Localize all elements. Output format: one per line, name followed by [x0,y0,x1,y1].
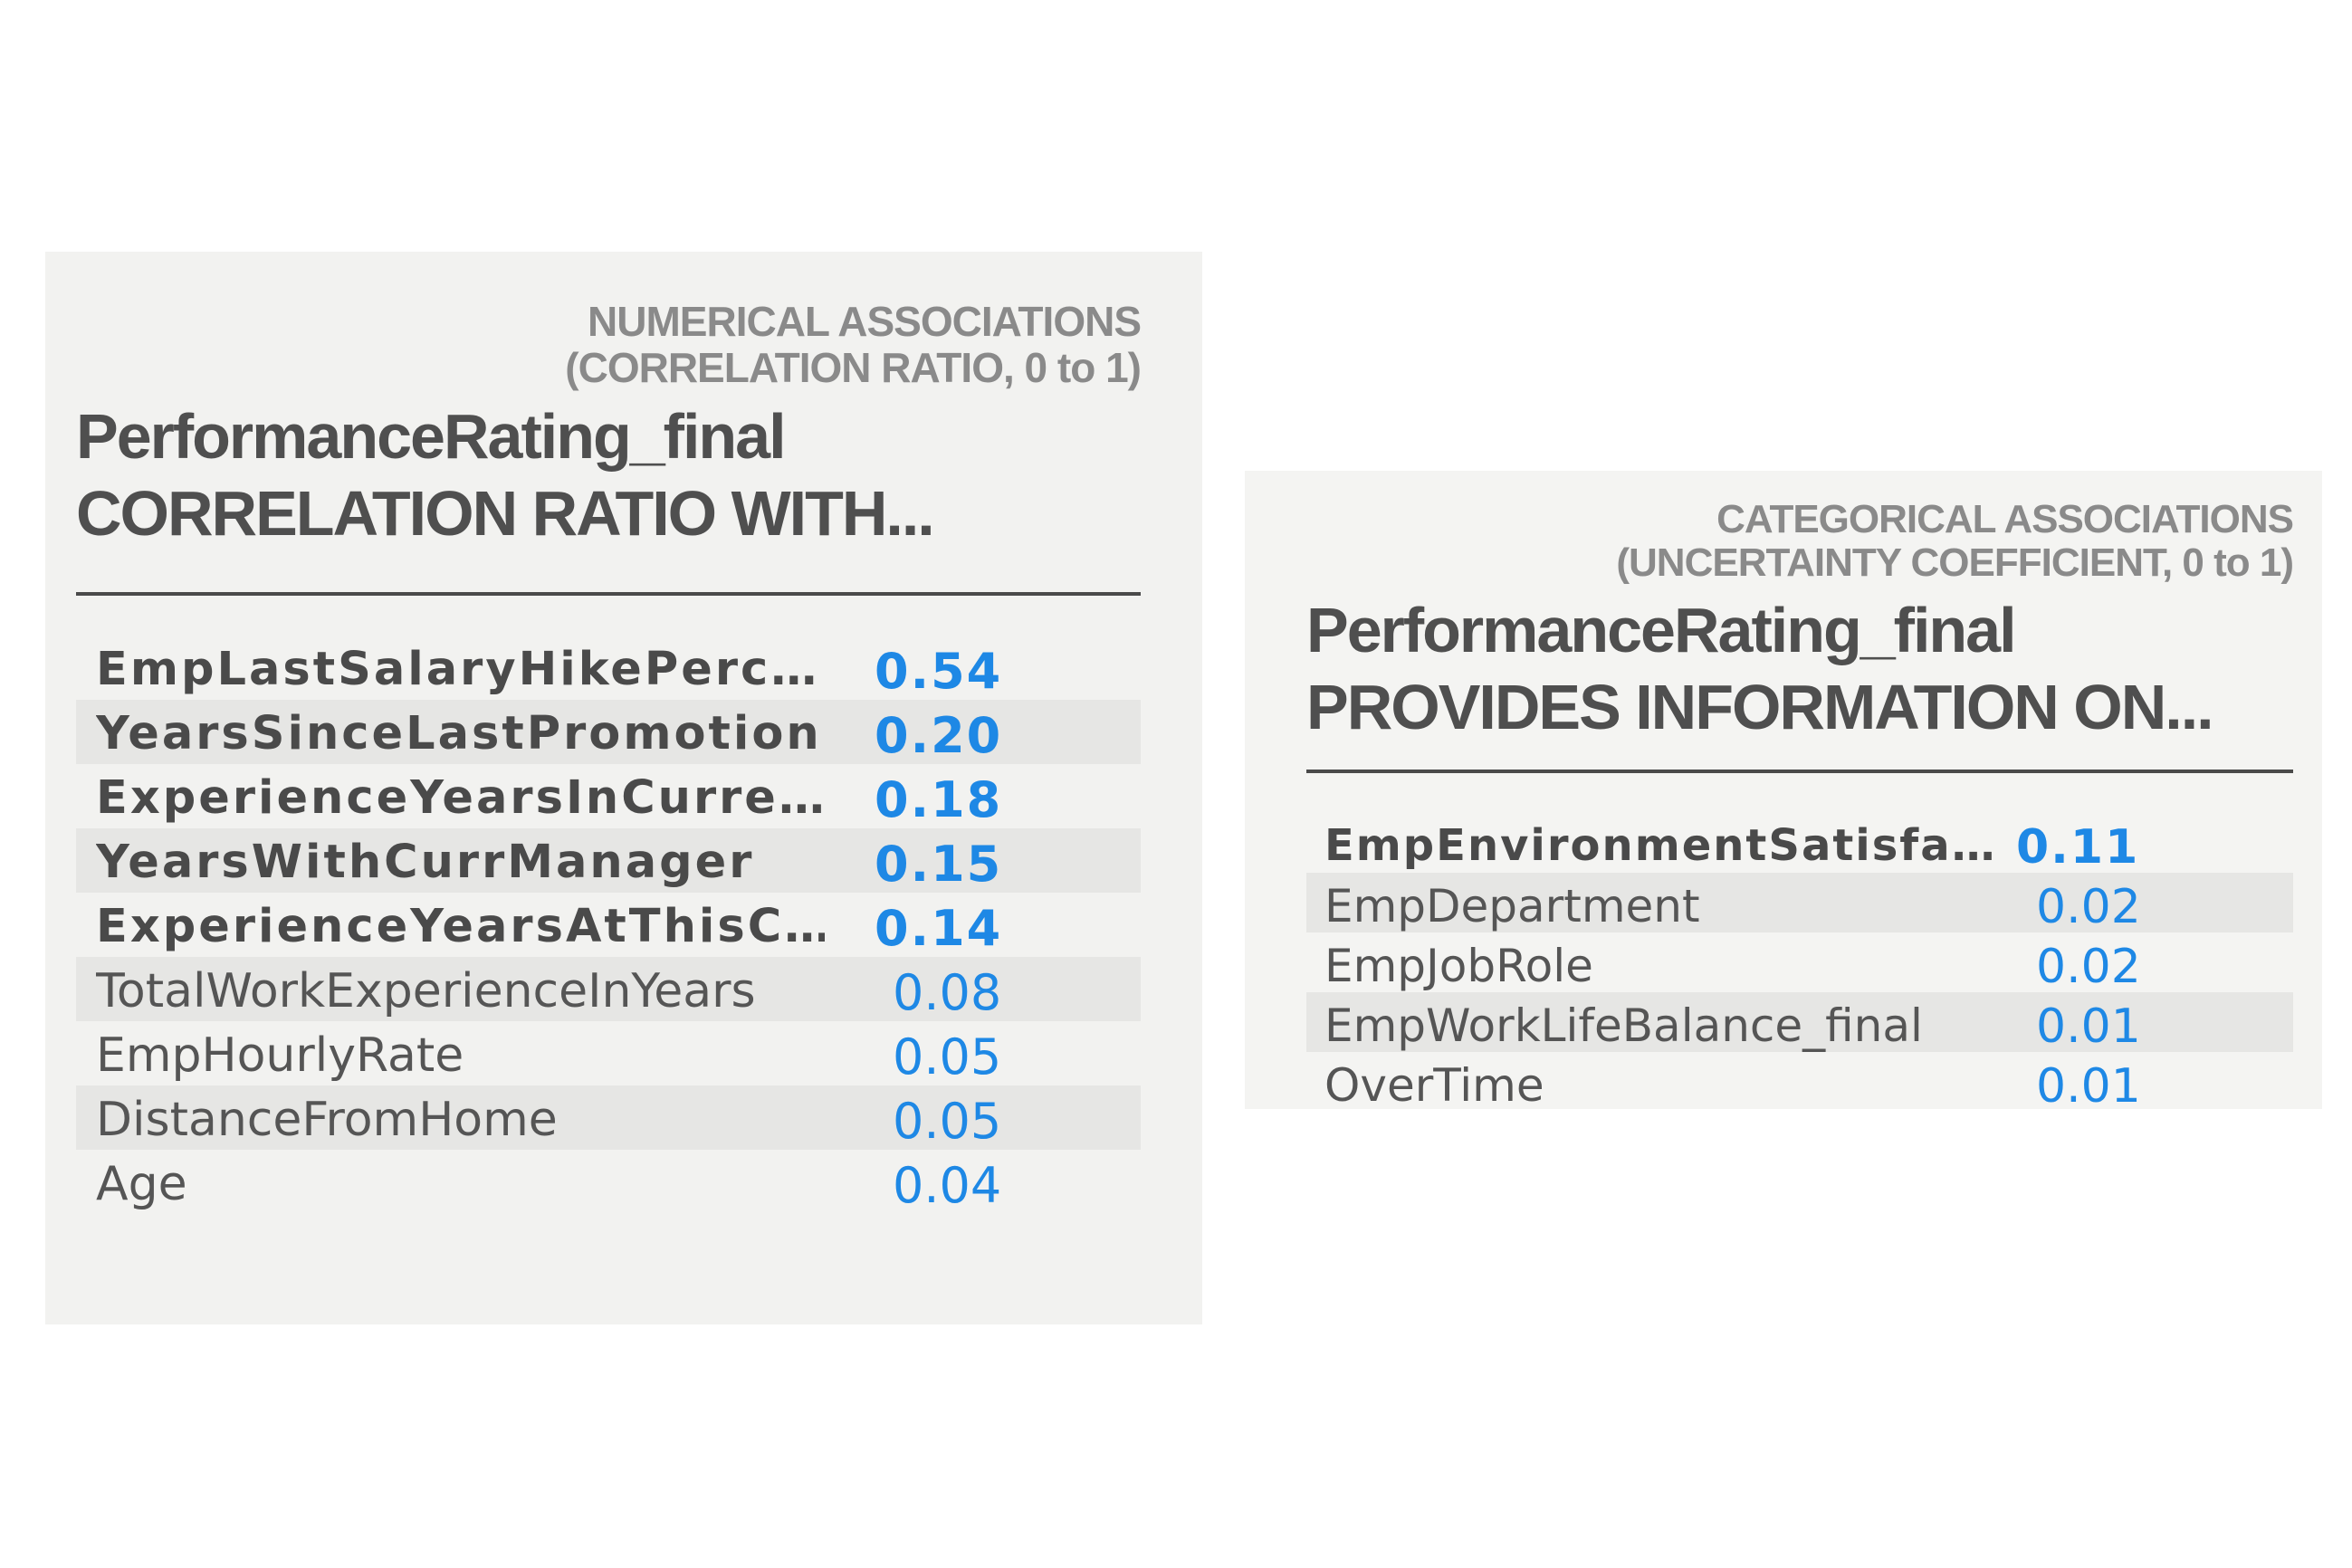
numerical-title-line1: PerformanceRating_final [76,401,787,472]
association-value: 0.02 [2036,940,2141,994]
table-row: EmpDepartment 0.02 [1306,873,2293,934]
table-row: DistanceFromHome 0.05 [76,1085,1141,1150]
numerical-title-line2: CORRELATION RATIO WITH... [76,478,935,550]
table-row: TotalWorkExperienceInYears 0.08 [76,957,1141,1021]
association-value: 0.18 [875,771,1003,828]
categorical-divider [1306,770,2293,773]
feature-name: ExperienceYearsAtThisC… [96,900,825,953]
table-row: EmpLastSalaryHikePerc… 0.54 [76,636,1141,700]
association-value: 0.02 [2036,880,2141,934]
association-value: 0.01 [2036,1059,2141,1114]
table-row: OverTime 0.01 [1306,1052,2293,1114]
association-value: 0.11 [2016,820,2140,875]
numerical-subtitle-line1: NUMERICAL ASSOCIATIONS [588,298,1142,345]
association-value: 0.05 [893,1093,1002,1150]
categorical-title-line1: PerformanceRating_final [1306,595,2017,665]
feature-name: EmpLastSalaryHikePerc… [96,643,820,696]
numerical-subtitle-line2: (CORRELATION RATIO, 0 to 1) [565,343,1142,391]
table-row: YearsWithCurrManager 0.15 [76,828,1141,893]
numerical-divider [76,592,1141,596]
feature-name: TotalWorkExperienceInYears [96,964,756,1018]
feature-name: YearsSinceLastPromotion [96,707,822,760]
feature-name: EmpEnvironmentSatisfa… [1324,820,1994,871]
association-value: 0.20 [875,707,1003,764]
categorical-subtitle-line1: CATEGORICAL ASSOCIATIONS [1716,497,2294,541]
association-value: 0.08 [893,964,1002,1021]
table-row: EmpJobRole 0.02 [1306,932,2293,994]
categorical-association-list: EmpEnvironmentSatisfa… 0.11 EmpDepartmen… [1306,813,2293,1114]
feature-name: EmpJobRole [1324,940,1593,992]
numerical-associations-panel: NUMERICAL ASSOCIATIONS (CORRELATION RATI… [45,252,1202,1324]
association-value: 0.54 [875,643,1003,700]
association-value: 0.14 [875,900,1003,957]
categorical-subtitle: CATEGORICAL ASSOCIATIONS (UNCERTAINTY CO… [1616,497,2294,586]
feature-name: Age [96,1157,187,1211]
feature-name: EmpDepartment [1324,880,1700,932]
association-value: 0.01 [2036,999,2141,1054]
feature-name: EmpHourlyRate [96,1028,464,1083]
feature-name: EmpWorkLifeBalance_final [1324,999,1923,1052]
feature-name: DistanceFromHome [96,1093,558,1147]
association-value: 0.05 [893,1028,1002,1085]
table-row: Age 0.04 [76,1150,1141,1214]
numerical-association-list: EmpLastSalaryHikePerc… 0.54 YearsSinceLa… [76,636,1141,1214]
numerical-subtitle: NUMERICAL ASSOCIATIONS (CORRELATION RATI… [565,298,1142,391]
categorical-title: PerformanceRating_final PROVIDES INFORMA… [1306,592,2214,747]
table-row: YearsSinceLastPromotion 0.20 [76,700,1141,764]
feature-name: ExperienceYearsInCurre… [96,771,825,825]
feature-name: OverTime [1324,1059,1544,1112]
numerical-title: PerformanceRating_final CORRELATION RATI… [76,398,935,553]
categorical-subtitle-line2: (UNCERTAINTY COEFFICIENT, 0 to 1) [1616,540,2294,586]
feature-name: YearsWithCurrManager [96,836,755,889]
table-row: EmpEnvironmentSatisfa… 0.11 [1306,813,2293,875]
association-value: 0.15 [875,836,1003,893]
association-value: 0.04 [893,1157,1002,1214]
table-row: EmpWorkLifeBalance_final 0.01 [1306,992,2293,1054]
categorical-title-line2: PROVIDES INFORMATION ON... [1306,672,2214,743]
table-row: EmpHourlyRate 0.05 [76,1021,1141,1085]
table-row: ExperienceYearsAtThisC… 0.14 [76,893,1141,957]
categorical-associations-panel: CATEGORICAL ASSOCIATIONS (UNCERTAINTY CO… [1245,471,2322,1114]
table-row: ExperienceYearsInCurre… 0.18 [76,764,1141,828]
